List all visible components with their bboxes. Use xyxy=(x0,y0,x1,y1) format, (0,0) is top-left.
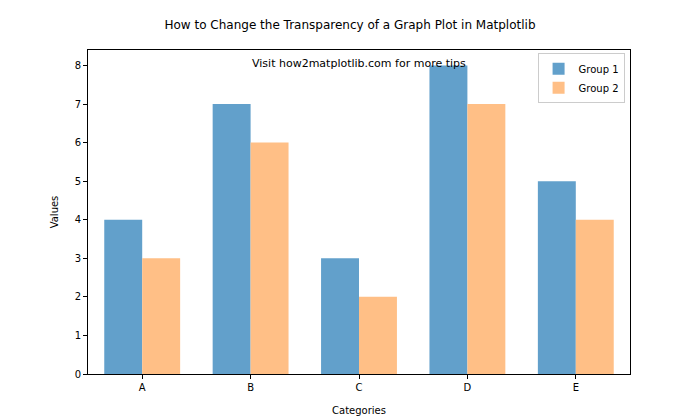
svg-text:8: 8 xyxy=(75,60,81,71)
svg-text:7: 7 xyxy=(75,99,81,110)
svg-text:How to Change the Transparency: How to Change the Transparency of a Grap… xyxy=(164,18,535,32)
svg-text:5: 5 xyxy=(75,176,81,187)
svg-text:Values: Values xyxy=(49,196,60,229)
svg-text:D: D xyxy=(464,382,472,393)
svg-text:4: 4 xyxy=(75,214,81,225)
svg-text:Group 2: Group 2 xyxy=(579,83,619,94)
svg-text:Group 1: Group 1 xyxy=(579,64,619,75)
svg-text:6: 6 xyxy=(75,137,81,148)
svg-text:Visit how2matplotlib.com for m: Visit how2matplotlib.com for more tips xyxy=(252,57,466,70)
svg-text:Categories: Categories xyxy=(332,405,386,416)
svg-text:2: 2 xyxy=(75,291,81,302)
svg-text:1: 1 xyxy=(75,330,81,341)
svg-text:3: 3 xyxy=(75,253,81,264)
svg-text:B: B xyxy=(247,382,254,393)
svg-text:C: C xyxy=(356,382,363,393)
svg-text:A: A xyxy=(139,382,146,393)
svg-text:E: E xyxy=(573,382,579,393)
svg-text:0: 0 xyxy=(75,369,81,380)
